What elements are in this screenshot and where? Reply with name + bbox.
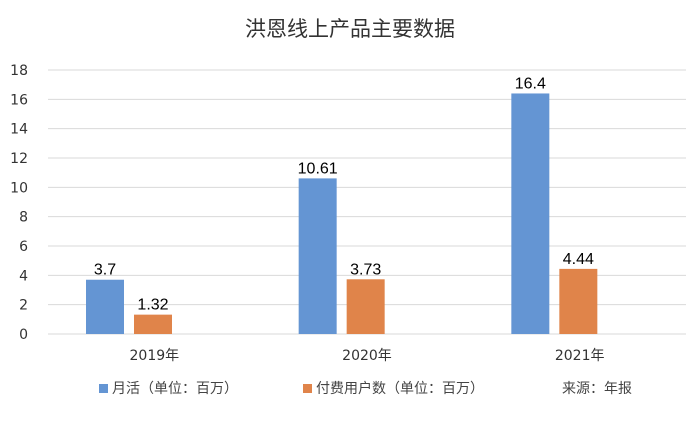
- data-label: 3.73: [350, 261, 381, 278]
- y-tick-label: 8: [19, 210, 28, 226]
- y-tick-label: 10: [10, 180, 28, 196]
- bar-series-1-1: [298, 178, 337, 334]
- y-tick-label: 18: [10, 63, 28, 79]
- bar-series-2-0: [134, 314, 172, 334]
- legend-swatch-series-1: [99, 384, 108, 393]
- y-tick-label: 14: [10, 122, 28, 138]
- data-label: 4.44: [563, 251, 594, 268]
- bar-series-2-1: [346, 279, 385, 334]
- chart-title: 洪恩线上产品主要数据: [245, 17, 455, 41]
- legend-swatch-series-2: [303, 384, 312, 393]
- x-category-label: 2019年: [130, 348, 180, 364]
- legend-label-series-2: 付费用户数（单位：百万）: [316, 380, 484, 397]
- y-tick-label: 0: [19, 327, 28, 343]
- legend-label-series-1: 月活（单位：百万）: [112, 381, 238, 397]
- data-labels: 3.7 1.32 10.61 3.73 16.4 4.44: [94, 75, 594, 313]
- y-tick-label: 2: [19, 298, 28, 314]
- source-note: 来源：年报: [562, 381, 632, 397]
- y-tick-label: 16: [10, 92, 28, 108]
- data-label: 3.7: [94, 262, 116, 279]
- data-label: 16.4: [515, 75, 546, 92]
- bar-series-2-2: [559, 268, 598, 334]
- bar-series-1-0: [86, 279, 124, 334]
- y-axis-ticks: 0 2 4 6 8 10 12 14 16 18: [10, 63, 28, 343]
- bar-series-1-2: [511, 93, 550, 334]
- y-tick-label: 4: [19, 268, 28, 284]
- legend: 月活（单位：百万） 付费用户数（单位：百万） 来源：年报: [99, 380, 632, 397]
- data-label: 1.32: [137, 297, 168, 314]
- data-label: 10.61: [298, 160, 338, 177]
- x-category-label: 2020年: [342, 348, 392, 364]
- gridlines: [48, 69, 686, 335]
- y-tick-label: 12: [10, 151, 28, 167]
- x-axis-categories: 2019年 2020年 2021年: [130, 348, 605, 364]
- bars: [86, 93, 598, 334]
- y-tick-label: 6: [19, 239, 28, 255]
- x-category-label: 2021年: [555, 348, 605, 364]
